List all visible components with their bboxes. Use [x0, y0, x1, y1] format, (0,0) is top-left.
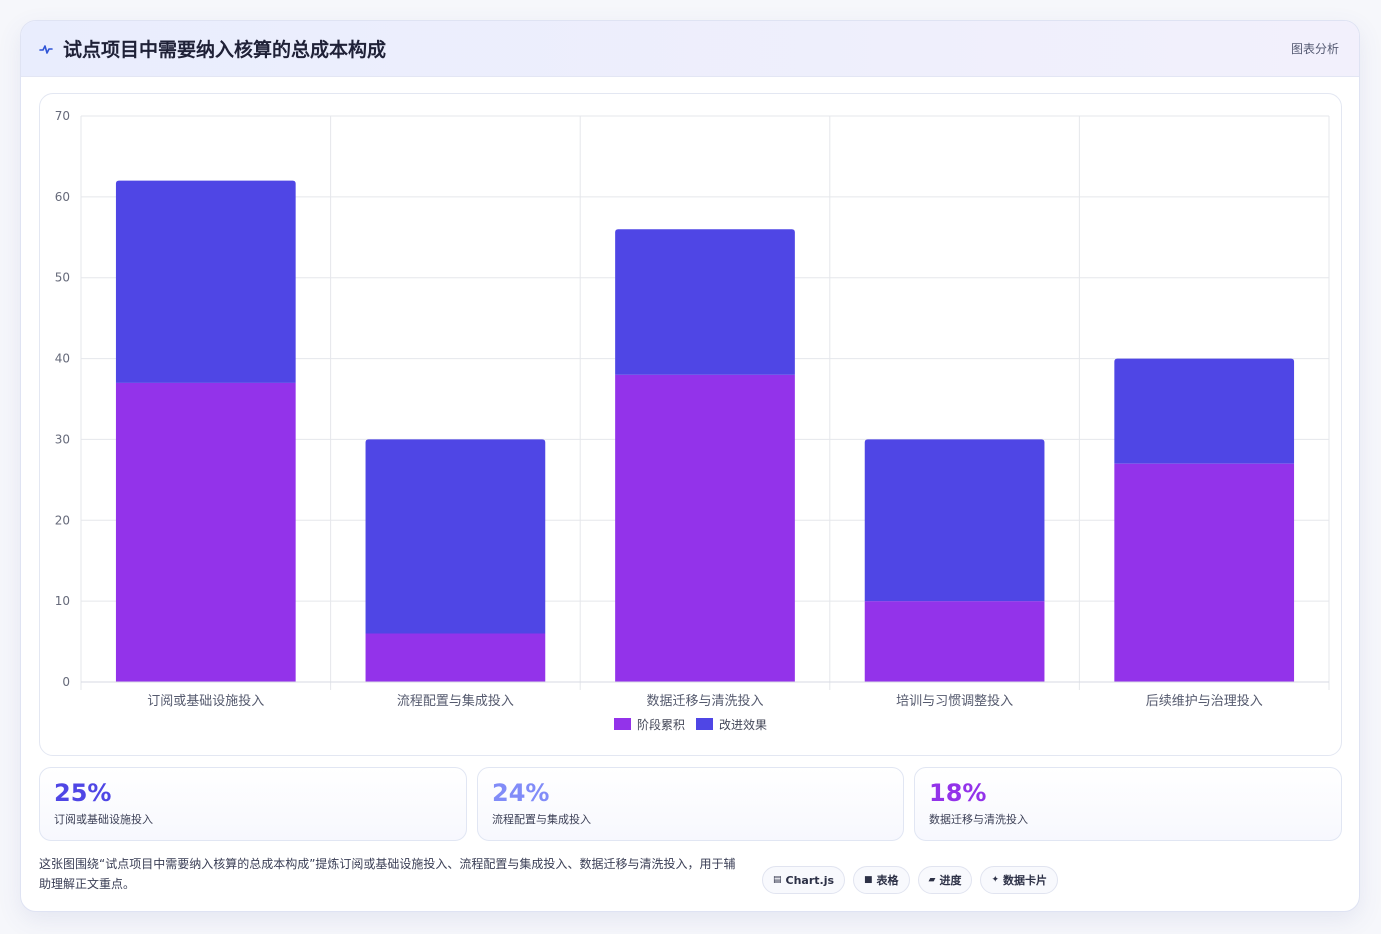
- y-tick-label: 40: [55, 352, 70, 366]
- chart-title: 试点项目中需要纳入核算的总成本构成: [63, 39, 387, 61]
- stat-value: 25%: [54, 779, 112, 807]
- y-tick-label: 20: [55, 513, 70, 527]
- stat-card-2: 24% 流程配置与集成投入: [477, 767, 904, 841]
- bar-2: [115, 180, 296, 383]
- badge-progress[interactable]: ▰ 进度: [917, 866, 973, 894]
- y-tick-label: 10: [55, 594, 70, 608]
- badge-row: ▤ Chart.js ■ 表格 ▰ 进度 ✦ 数据卡片: [762, 866, 1059, 894]
- badge-label: Chart.js: [785, 873, 835, 887]
- badge-label: 数据卡片: [1003, 874, 1048, 887]
- x-tick-label: 数据迁移与清洗投入: [646, 693, 763, 709]
- badge-data-card[interactable]: ✦ 数据卡片: [980, 866, 1059, 894]
- stat-card-1: 25% 订阅或基础设施投入: [39, 767, 467, 841]
- y-tick-label: 50: [55, 271, 70, 285]
- x-tick-label: 订阅或基础设施投入: [147, 693, 264, 709]
- chart-panel: 0 10 20 30 40 50 60 70 订阅或基础设施投入 流程配置与集成投入 数据迁移与清洗…: [39, 93, 1342, 756]
- bar-1: [115, 382, 296, 682]
- bar-2: [365, 439, 546, 634]
- x-tick-label: 后续维护与治理投入: [1146, 693, 1263, 709]
- bar-1: [864, 601, 1045, 682]
- table-icon: ■: [864, 875, 873, 885]
- badge-label: 表格: [876, 874, 899, 887]
- stat-card-3: 18% 数据迁移与清洗投入: [914, 767, 1342, 841]
- legend-label: 阶段累积: [637, 717, 685, 732]
- legend-label: 改进效果: [719, 717, 767, 732]
- bar-1: [1114, 463, 1295, 682]
- bar-2: [864, 439, 1045, 602]
- stat-label: 订阅或基础设施投入: [54, 813, 153, 826]
- card-header: 试点项目中需要纳入核算的总成本构成 图表分析: [21, 21, 1359, 77]
- y-tick-label: 60: [55, 190, 70, 204]
- stat-value: 24%: [492, 779, 550, 807]
- bar-1: [615, 374, 795, 682]
- legend-swatch: [614, 718, 631, 730]
- progress-icon: ▰: [928, 875, 936, 885]
- bar-1: [365, 633, 546, 682]
- header-tag: 图表分析: [1290, 42, 1339, 56]
- sparkle-icon: ✦: [991, 875, 1000, 885]
- bar-2: [615, 229, 795, 375]
- chart-icon: ▤: [773, 875, 782, 885]
- badge-chartjs[interactable]: ▤ Chart.js: [762, 866, 846, 894]
- bar-2: [1114, 358, 1295, 464]
- x-tick-label: 培训与习惯调整投入: [896, 693, 1013, 709]
- legend-swatch: [696, 718, 713, 730]
- x-tick-label: 流程配置与集成投入: [397, 693, 514, 709]
- stat-value: 18%: [929, 779, 987, 807]
- chart-card: 试点项目中需要纳入核算的总成本构成 图表分析 0 10 20 30 40 50 60 70 订阅…: [20, 20, 1360, 912]
- pulse-icon: [39, 44, 53, 54]
- y-tick-label: 0: [62, 675, 70, 689]
- chart-description: 这张图围绕“试点项目中需要纳入核算的总成本构成”提炼订阅或基础设施投入、流程配置…: [39, 857, 736, 891]
- badge-label: 进度: [939, 874, 962, 887]
- y-tick-label: 70: [55, 109, 70, 123]
- stat-label: 数据迁移与清洗投入: [929, 813, 1028, 826]
- badge-table[interactable]: ■ 表格: [853, 866, 910, 894]
- y-tick-label: 30: [55, 432, 70, 446]
- bar-chart: 0 10 20 30 40 50 60 70 订阅或基础设施投入 流程配置与集成投入 数据迁移与清洗…: [55, 109, 1330, 732]
- stat-label: 流程配置与集成投入: [492, 813, 591, 826]
